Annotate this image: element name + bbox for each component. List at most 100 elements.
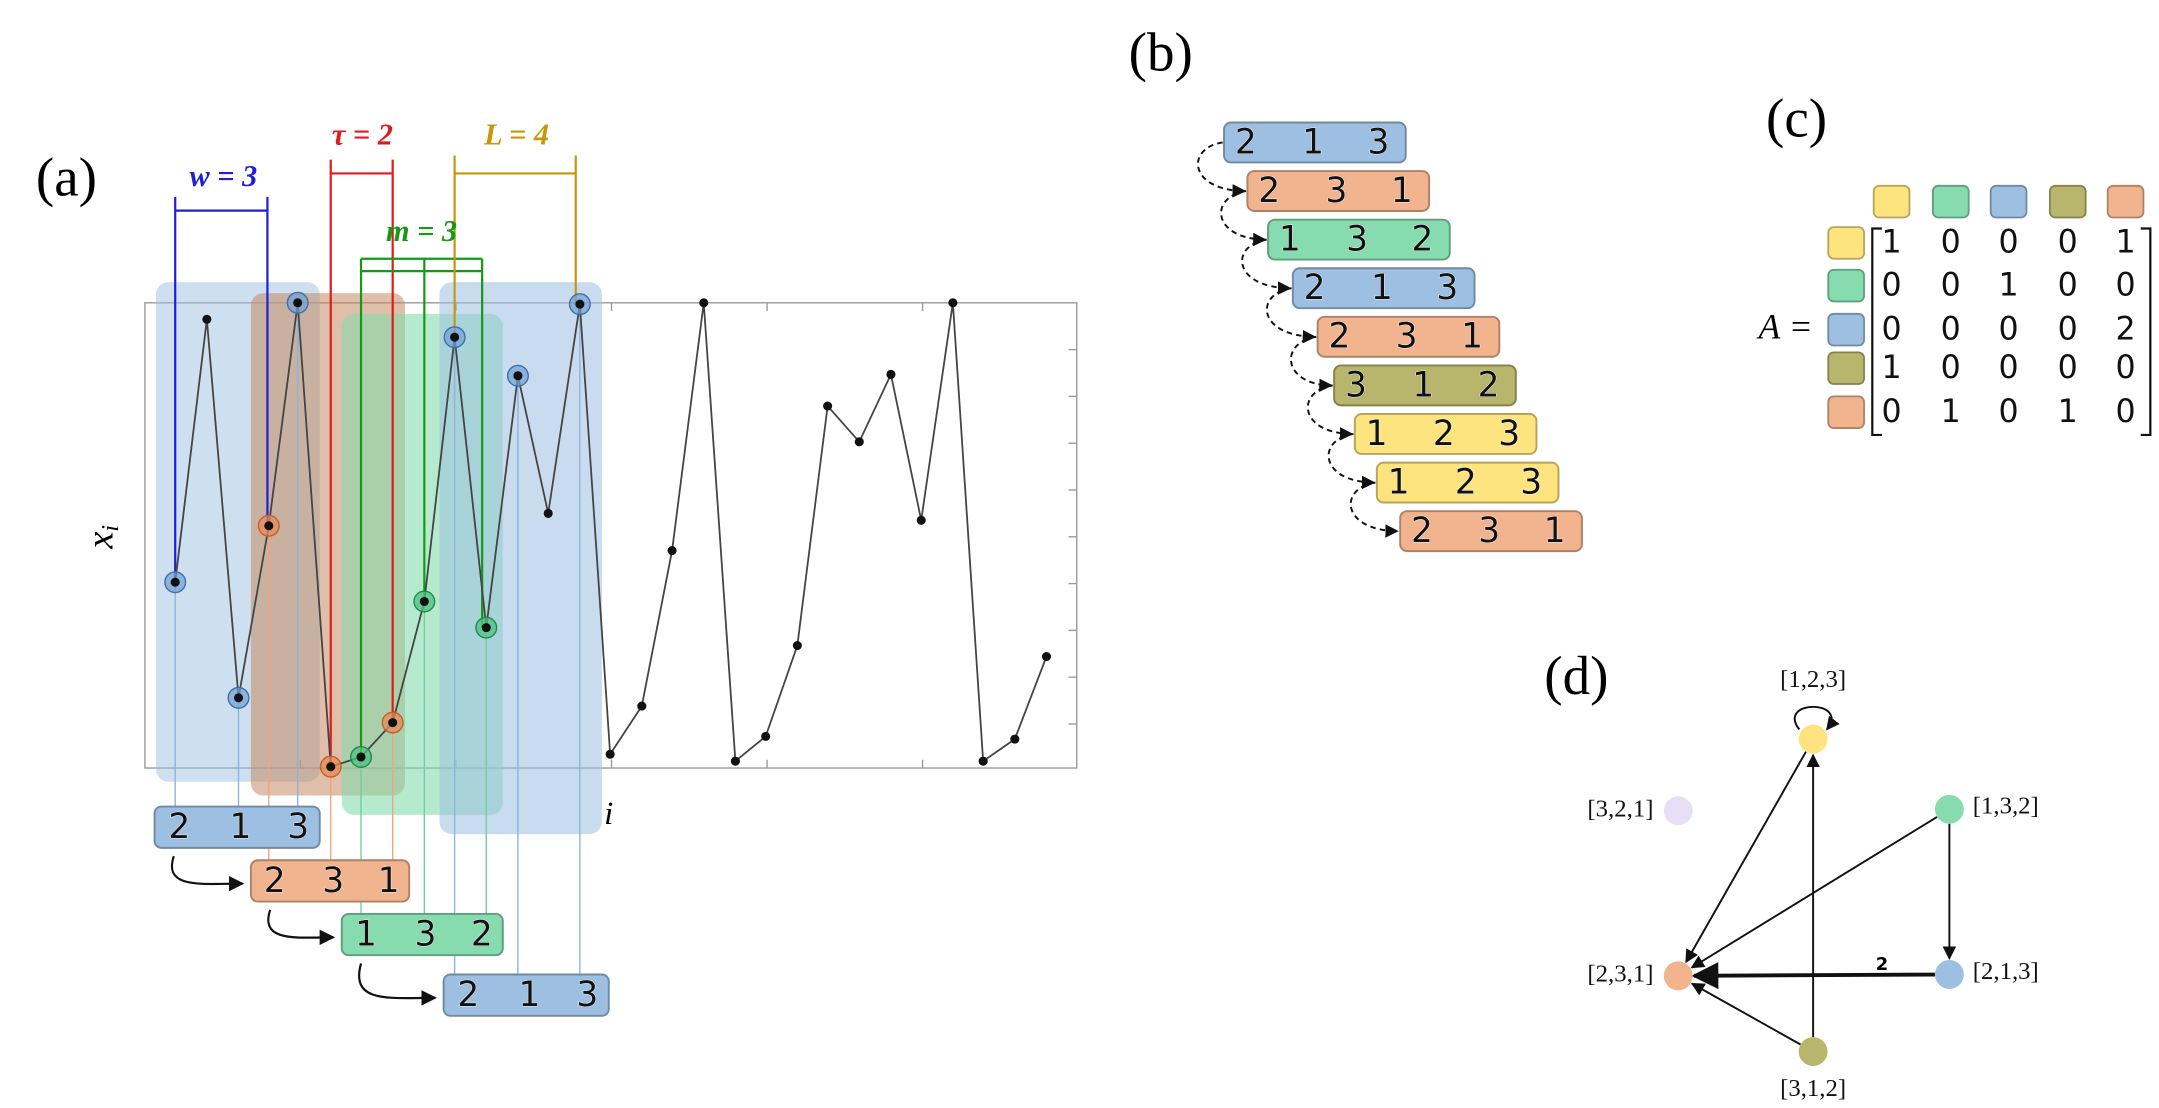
point <box>605 749 615 759</box>
pattern-box <box>1353 413 1538 455</box>
edge <box>1691 962 1935 990</box>
pattern-box <box>153 805 321 849</box>
pattern-digit: 1 <box>1391 171 1413 211</box>
point <box>543 508 553 518</box>
matrix-brackets <box>1871 227 2152 437</box>
matrix-entry: 0 <box>2058 311 2078 347</box>
matrix-entry: 0 <box>2058 350 2078 386</box>
point <box>450 332 460 342</box>
matrix-entry: 0 <box>2115 267 2135 303</box>
pattern-digit: 1 <box>1279 220 1301 260</box>
matrix-entry: 2 <box>2115 311 2135 347</box>
y-axis-label: xi <box>79 525 123 550</box>
pattern-digit: 2 <box>471 914 493 954</box>
transition-arrow <box>1349 481 1399 538</box>
parameter-label: L = 4 <box>483 118 549 152</box>
pattern-digit: 3 <box>1326 171 1348 211</box>
parameter-label: m = 3 <box>386 214 457 248</box>
transition-arrow <box>1197 141 1247 198</box>
point <box>326 762 336 772</box>
pattern-digit: 3 <box>1478 511 1500 551</box>
y-symbol: x <box>79 532 121 550</box>
pattern-digit: 3 <box>1396 317 1418 357</box>
point <box>761 731 771 741</box>
matrix-entry: 0 <box>2058 225 2078 261</box>
pattern-digit: 1 <box>230 807 252 847</box>
pattern-digit: 2 <box>1412 220 1434 260</box>
point <box>264 521 274 531</box>
point <box>699 298 709 308</box>
time-series-points <box>170 298 1052 772</box>
pattern-digit: 3 <box>1345 365 1367 405</box>
point <box>854 437 864 447</box>
matrix-entry: 1 <box>1882 225 1902 261</box>
pattern-digit: 3 <box>1498 414 1520 454</box>
transition-arrow <box>1265 287 1317 344</box>
point <box>792 640 802 651</box>
matrix-entry: 1 <box>2058 394 2078 430</box>
point <box>1010 734 1020 744</box>
pattern-box <box>340 912 504 957</box>
node <box>1934 960 1964 989</box>
node <box>1663 961 1693 991</box>
node <box>1934 794 1964 824</box>
transition-arrow <box>267 909 336 946</box>
matrix-entry: 0 <box>2058 267 2078 303</box>
pattern-digit: 1 <box>1371 268 1393 308</box>
pattern-digit: 3 <box>576 975 598 1015</box>
pattern-digit: 3 <box>322 861 344 901</box>
pattern-digit: 1 <box>1544 511 1566 551</box>
node <box>1663 796 1693 826</box>
parameter-label: τ = 2 <box>332 118 393 152</box>
point <box>575 299 585 309</box>
matrix-entry: 0 <box>1941 267 1961 303</box>
point <box>356 752 366 762</box>
column-color-key <box>2106 184 2145 219</box>
panel-label: (d) <box>1544 645 1608 706</box>
point <box>978 756 988 766</box>
matrix-entry: 0 <box>1882 267 1902 303</box>
transition-arrow <box>170 855 245 892</box>
pattern-box <box>1375 461 1560 504</box>
pattern-digit: 3 <box>1346 220 1368 260</box>
self-loop <box>1793 705 1840 731</box>
parameter-label: w = 3 <box>190 159 258 193</box>
point <box>916 515 926 525</box>
point <box>388 718 398 728</box>
row-color-key <box>1827 268 1865 303</box>
pattern-box <box>1291 267 1476 310</box>
pattern-digit: 2 <box>457 975 479 1015</box>
point <box>293 298 303 308</box>
pattern-box <box>1399 510 1583 553</box>
transition-arrow <box>1241 238 1292 295</box>
column-color-key <box>1931 184 1970 219</box>
pattern-digit: 3 <box>415 914 437 954</box>
transition-arrow <box>1306 384 1354 441</box>
panel-label: (b) <box>1129 21 1193 82</box>
matrix-entry: 0 <box>2115 394 2135 430</box>
row-color-key <box>1827 312 1865 347</box>
point <box>667 546 677 556</box>
pattern-digit: 2 <box>1328 317 1350 357</box>
column-color-key <box>1872 184 1911 219</box>
pattern-box <box>1316 315 1501 358</box>
transition-arrow <box>358 963 437 1006</box>
window <box>439 282 602 835</box>
matrix-entry: 0 <box>1998 350 2018 386</box>
pattern-digit: 2 <box>168 807 190 847</box>
pattern-digit: 3 <box>1520 462 1542 502</box>
point <box>513 371 523 381</box>
row-color-key <box>1827 395 1865 429</box>
pattern-digit: 2 <box>1304 268 1326 308</box>
matrix-entry: 1 <box>2115 225 2135 261</box>
guide-lines <box>174 302 581 980</box>
transition-arrow <box>1220 190 1267 247</box>
pattern-digit: 3 <box>1368 122 1390 162</box>
node-label: [3,1,2] <box>1780 1075 1846 1102</box>
matrix-entry: 1 <box>1998 267 2018 303</box>
pattern-digit: 3 <box>287 807 309 847</box>
panel-label: (a) <box>36 147 97 208</box>
point <box>1041 651 1052 662</box>
row-color-key <box>1827 226 1865 260</box>
